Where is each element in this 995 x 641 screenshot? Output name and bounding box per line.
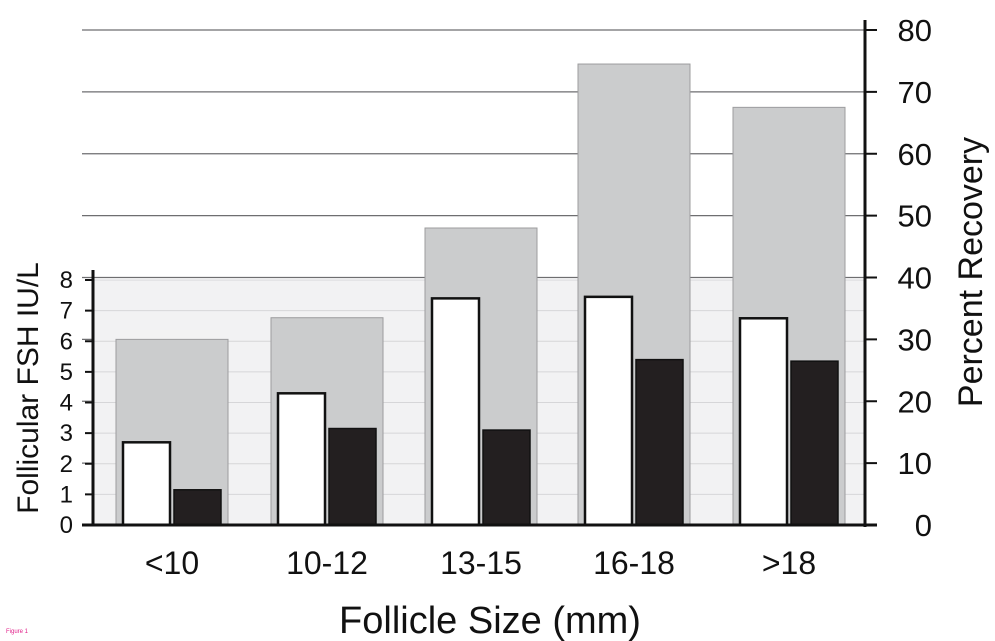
bars bbox=[115, 63, 846, 527]
left-tick-label: 8 bbox=[60, 267, 73, 294]
right-tick-label: 30 bbox=[898, 322, 932, 357]
fsh-white-bar bbox=[738, 317, 789, 527]
left-tick-label: 2 bbox=[60, 451, 73, 478]
fsh-white-bar bbox=[583, 295, 634, 527]
x-tick-label: 10-12 bbox=[286, 545, 368, 581]
left-tick-label: 7 bbox=[60, 298, 73, 325]
y-axis-left-title: Follicular FSH IU/L bbox=[12, 262, 45, 514]
x-axis-title: Follicle Size (mm) bbox=[339, 600, 641, 641]
right-tick-label: 70 bbox=[898, 75, 932, 110]
x-tick-label: <10 bbox=[145, 545, 199, 581]
left-tick-label: 1 bbox=[60, 481, 73, 508]
right-tick-label: 60 bbox=[898, 137, 932, 172]
left-tick-label: 6 bbox=[60, 328, 73, 355]
right-tick-label: 0 bbox=[915, 508, 932, 543]
right-tick-label: 20 bbox=[898, 384, 932, 419]
x-tick-label: 16-18 bbox=[593, 545, 675, 581]
figure-caption: Figure 1 bbox=[6, 629, 29, 635]
fsh-black-bar bbox=[635, 358, 684, 526]
fsh-black-bar bbox=[173, 489, 222, 526]
x-tick-label: >18 bbox=[762, 545, 816, 581]
right-tick-label: 80 bbox=[898, 13, 932, 48]
left-tick-label: 3 bbox=[60, 420, 73, 447]
left-axis-ticks: 0 1 2 3 4 5 6 7 8 bbox=[60, 267, 93, 539]
x-axis-ticks: <10 10-12 13-15 16-18 >18 bbox=[145, 545, 816, 581]
fsh-white-bar bbox=[430, 297, 481, 527]
fsh-white-bar bbox=[276, 392, 327, 527]
fsh-black-bar bbox=[482, 429, 531, 526]
right-axis-ticks: 0 10 20 30 40 50 60 70 80 bbox=[865, 13, 932, 543]
right-tick-label: 10 bbox=[898, 446, 932, 481]
y-axis-right-title: Percent Recovery bbox=[952, 137, 990, 407]
right-tick-label: 50 bbox=[898, 199, 932, 234]
fsh-black-bar bbox=[328, 427, 377, 526]
x-tick-label: 13-15 bbox=[440, 545, 522, 581]
left-tick-label: 5 bbox=[60, 359, 73, 386]
left-tick-label: 4 bbox=[60, 390, 73, 417]
left-tick-label: 0 bbox=[60, 512, 73, 539]
right-tick-label: 40 bbox=[898, 261, 932, 296]
fsh-black-bar bbox=[790, 360, 839, 526]
axes bbox=[82, 20, 877, 527]
fsh-white-bar bbox=[121, 441, 172, 527]
